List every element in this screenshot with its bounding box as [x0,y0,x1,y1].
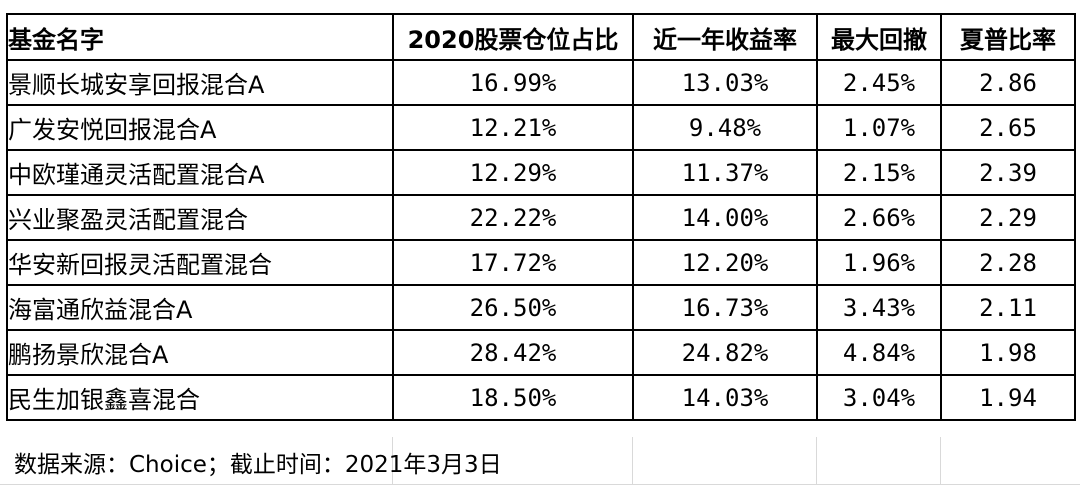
cell-one-year-return[interactable]: 11.37% [632,149,818,196]
cell-fund-name[interactable]: 鹏扬景欣混合A [6,329,394,376]
cell-fund-name[interactable]: 海富通欣益混合A [6,284,394,331]
header-max-drawdown[interactable]: 最大回撤 [816,13,942,61]
table-row: 中欧瑾通灵活配置混合A 12.29% 11.37% 2.15% 2.39 [6,149,1076,196]
cell-sharpe-ratio[interactable]: 1.98 [940,329,1076,376]
grid-divider [816,437,817,485]
cell-sharpe-ratio[interactable]: 2.29 [940,194,1076,241]
cell-fund-name[interactable]: 中欧瑾通灵活配置混合A [6,149,394,196]
cell-max-drawdown[interactable]: 1.07% [816,104,942,151]
cell-one-year-return[interactable]: 16.73% [632,284,818,331]
cell-max-drawdown[interactable]: 3.43% [816,284,942,331]
cell-max-drawdown[interactable]: 2.66% [816,194,942,241]
table-row: 景顺长城安享回报混合A 16.99% 13.03% 2.45% 2.86 [6,59,1076,106]
header-stock-position-2020[interactable]: 2020股票仓位占比 [392,13,634,61]
header-fund-name[interactable]: 基金名字 [6,13,394,61]
fund-comparison-table: 基金名字 2020股票仓位占比 近一年收益率 最大回撤 夏普比率 景顺长城安享回… [6,13,1076,421]
cell-fund-name[interactable]: 兴业聚盈灵活配置混合 [6,194,394,241]
table-row: 鹏扬景欣混合A 28.42% 24.82% 4.84% 1.98 [6,329,1076,376]
cell-fund-name[interactable]: 华安新回报灵活配置混合 [6,239,394,286]
cell-sharpe-ratio[interactable]: 2.86 [940,59,1076,106]
cell-stock-position[interactable]: 17.72% [392,239,634,286]
cell-one-year-return[interactable]: 14.03% [632,374,818,421]
cell-one-year-return[interactable]: 12.20% [632,239,818,286]
cell-one-year-return[interactable]: 13.03% [632,59,818,106]
cell-sharpe-ratio[interactable]: 1.94 [940,374,1076,421]
cell-sharpe-ratio[interactable]: 2.11 [940,284,1076,331]
cell-stock-position[interactable]: 18.50% [392,374,634,421]
cell-sharpe-ratio[interactable]: 2.39 [940,149,1076,196]
cell-stock-position[interactable]: 22.22% [392,194,634,241]
cell-max-drawdown[interactable]: 1.96% [816,239,942,286]
cell-one-year-return[interactable]: 9.48% [632,104,818,151]
cell-fund-name[interactable]: 景顺长城安享回报混合A [6,59,394,106]
data-source-note[interactable]: 数据来源：Choice；截止时间：2021年3月3日 [14,452,502,478]
grid-divider [940,437,941,485]
cell-max-drawdown[interactable]: 2.15% [816,149,942,196]
cell-sharpe-ratio[interactable]: 2.65 [940,104,1076,151]
cell-fund-name[interactable]: 民生加银鑫喜混合 [6,374,394,421]
cell-max-drawdown[interactable]: 4.84% [816,329,942,376]
header-sharpe-ratio[interactable]: 夏普比率 [940,13,1076,61]
table-row: 兴业聚盈灵活配置混合 22.22% 14.00% 2.66% 2.29 [6,194,1076,241]
table-row: 民生加银鑫喜混合 18.50% 14.03% 3.04% 1.94 [6,374,1076,421]
cell-max-drawdown[interactable]: 3.04% [816,374,942,421]
header-one-year-return[interactable]: 近一年收益率 [632,13,818,61]
table-row: 华安新回报灵活配置混合 17.72% 12.20% 1.96% 2.28 [6,239,1076,286]
grid-divider [392,437,393,485]
cell-one-year-return[interactable]: 14.00% [632,194,818,241]
cell-sharpe-ratio[interactable]: 2.28 [940,239,1076,286]
cell-stock-position[interactable]: 16.99% [392,59,634,106]
table-row: 海富通欣益混合A 26.50% 16.73% 3.43% 2.11 [6,284,1076,331]
grid-divider [632,437,633,485]
cell-stock-position[interactable]: 12.21% [392,104,634,151]
table-header-row: 基金名字 2020股票仓位占比 近一年收益率 最大回撤 夏普比率 [6,13,1076,61]
cell-fund-name[interactable]: 广发安悦回报混合A [6,104,394,151]
cell-one-year-return[interactable]: 24.82% [632,329,818,376]
table-row: 广发安悦回报混合A 12.21% 9.48% 1.07% 2.65 [6,104,1076,151]
cell-stock-position[interactable]: 26.50% [392,284,634,331]
cell-stock-position[interactable]: 12.29% [392,149,634,196]
cell-max-drawdown[interactable]: 2.45% [816,59,942,106]
cell-stock-position[interactable]: 28.42% [392,329,634,376]
